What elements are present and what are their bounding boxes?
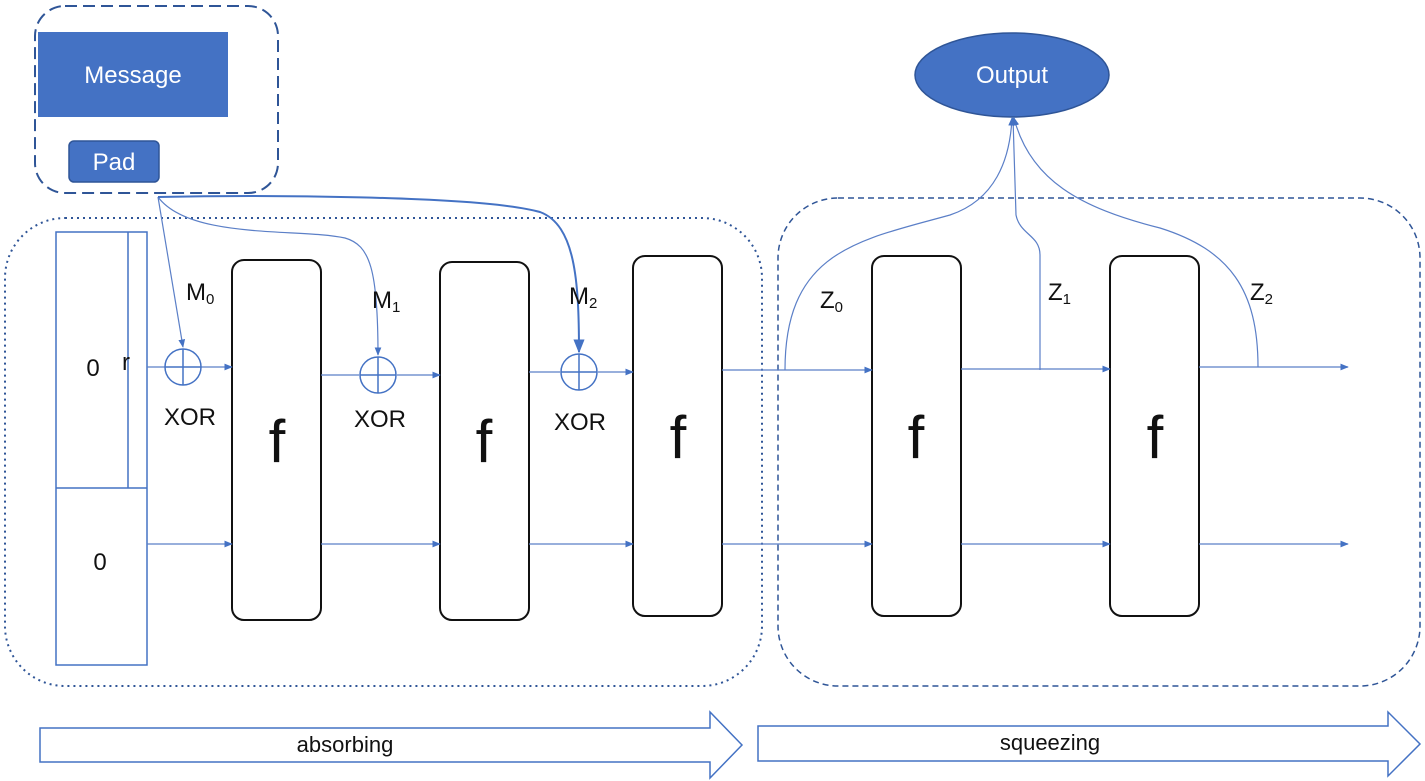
z1-label: Z1: [1048, 279, 1071, 308]
output-label: Output: [976, 62, 1048, 89]
xor-node-1[interactable]: [164, 348, 202, 386]
f-label: f: [908, 404, 925, 471]
m1-label: M1: [372, 287, 400, 316]
absorbing-banner: absorbing: [39, 710, 744, 780]
pad-label: Pad: [93, 149, 136, 176]
message-feed-lines: [157, 195, 585, 356]
f-block-4[interactable]: f: [871, 255, 962, 617]
f-block-3[interactable]: f: [632, 255, 723, 617]
f-label: f: [476, 408, 493, 475]
f-block-2[interactable]: f: [439, 261, 530, 621]
xor-node-2[interactable]: [359, 356, 397, 394]
absorbing-phase-frame: [4, 217, 763, 687]
rate-label: r: [122, 349, 130, 376]
xor-label-1: XOR: [164, 404, 216, 431]
xor-node-3[interactable]: [560, 353, 598, 391]
absorbing-label: absorbing: [297, 732, 394, 757]
f-block-5[interactable]: f: [1109, 255, 1200, 617]
z2-label: Z2: [1250, 279, 1273, 308]
f-label: f: [269, 408, 286, 475]
m0-label: M0: [186, 279, 214, 308]
rate-lane-arrows: [147, 363, 1349, 379]
squeezing-banner: squeezing: [757, 710, 1422, 778]
capacity-value: 0: [93, 549, 106, 576]
input-group-frame: [34, 5, 279, 194]
squeezing-phase-frame: [777, 197, 1421, 687]
output-tap-lines: [784, 117, 1259, 371]
squeezing-label: squeezing: [1000, 730, 1100, 755]
rate-value: 0: [86, 355, 99, 382]
f-label: f: [1147, 404, 1164, 471]
xor-label-3: XOR: [554, 409, 606, 436]
pad-box[interactable]: [68, 140, 160, 183]
z0-label: Z0: [820, 287, 843, 316]
message-label: Message: [84, 62, 181, 89]
m2-label: M2: [569, 283, 597, 312]
message-box[interactable]: [38, 32, 228, 117]
f-label: f: [670, 404, 687, 471]
xor-label-2: XOR: [354, 406, 406, 433]
state-column: [55, 231, 148, 666]
output-node[interactable]: [914, 32, 1110, 118]
f-block-1[interactable]: f: [231, 259, 322, 621]
